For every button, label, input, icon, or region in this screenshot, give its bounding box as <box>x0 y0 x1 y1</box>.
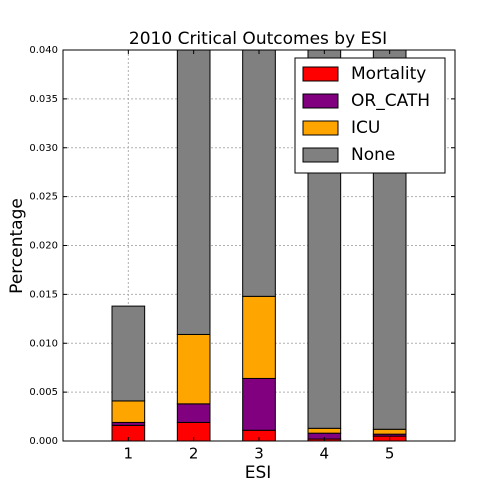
bar-segment <box>111 400 146 423</box>
y-tick-label: 0.035 <box>29 94 58 105</box>
bar-segment <box>242 377 276 431</box>
y-tick-label: 0.020 <box>29 241 58 252</box>
x-tick-label: 2 <box>189 445 199 463</box>
bar-segment <box>242 50 276 297</box>
legend-label: ICU <box>351 118 380 138</box>
x-axis-label: ESI <box>245 463 272 483</box>
x-tick-label: 5 <box>385 445 395 463</box>
bar-segment <box>176 50 211 335</box>
y-tick-label: 0.040 <box>29 45 58 56</box>
legend-label: None <box>351 145 395 165</box>
bar-segment <box>176 333 211 405</box>
y-tick-label: 0.030 <box>29 143 58 154</box>
x-tick-label: 4 <box>320 445 330 463</box>
y-tick-label: 0.015 <box>29 289 58 300</box>
plot-area <box>63 50 455 441</box>
legend-swatch <box>302 147 339 163</box>
legend: Mortality OR_CATH ICU None <box>294 57 446 174</box>
bar-segment <box>111 305 146 402</box>
y-tick-label: 0.025 <box>29 192 58 203</box>
legend-swatch <box>302 93 339 109</box>
chart-title: 2010 Critical Outcomes by ESI <box>129 29 387 49</box>
y-tick-label: 0.010 <box>29 338 58 349</box>
bar-segment <box>242 295 276 379</box>
legend-label: Mortality <box>351 64 426 84</box>
plot-frame <box>62 49 456 442</box>
y-tick-label: 0.005 <box>29 387 58 398</box>
bar-segment <box>176 403 211 423</box>
legend-label: OR_CATH <box>351 91 430 111</box>
y-tick-label: 0.000 <box>29 436 58 447</box>
x-tick-label: 1 <box>124 445 134 463</box>
y-axis-label: Percentage <box>7 198 27 294</box>
legend-swatch <box>302 120 339 136</box>
legend-swatch <box>302 66 339 82</box>
bar-segment <box>307 427 342 434</box>
x-tick-label: 3 <box>254 445 264 463</box>
axes: 0.000 0.005 0.010 0.015 0.020 0.025 0.030 0.035… <box>29 45 456 463</box>
bar-segment <box>372 428 407 435</box>
